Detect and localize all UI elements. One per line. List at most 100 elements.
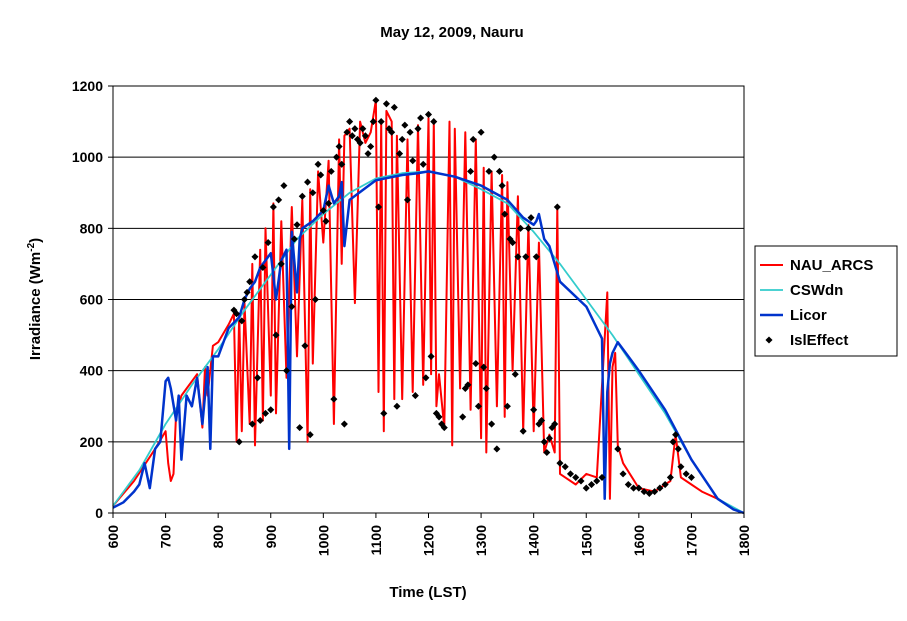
x-tick-label: 600 <box>105 525 121 549</box>
isleffect-point <box>683 470 690 477</box>
y-axis-title-close: ) <box>27 238 44 243</box>
isleffect-point <box>499 182 506 189</box>
isleffect-point <box>520 428 527 435</box>
series-cswdn-line <box>113 171 744 513</box>
series-layer <box>113 97 744 513</box>
series-nau-arcs-line <box>113 100 744 513</box>
x-tick-label: 1400 <box>526 525 542 556</box>
isleffect-point <box>562 463 569 470</box>
isleffect-point <box>493 445 500 452</box>
y-tick-label: 800 <box>80 220 104 236</box>
isleffect-point <box>301 342 308 349</box>
isleffect-point <box>412 392 419 399</box>
legend-label-nau-arcs: NAU_ARCS <box>790 257 873 274</box>
irradiance-chart: May 12, 2009, Nauru 0 200 400 600 800 1000 120… <box>0 0 907 621</box>
isleffect-point <box>525 225 532 232</box>
isleffect-point <box>556 460 563 467</box>
legend-label-cswdn: CSWdn <box>790 282 843 299</box>
x-tick-label: 1300 <box>473 525 489 556</box>
x-tick-label: 1800 <box>736 525 752 556</box>
isleffect-point <box>315 161 322 168</box>
isleffect-point <box>567 470 574 477</box>
isleffect-point <box>530 406 537 413</box>
isleffect-point <box>420 161 427 168</box>
series-licor-line <box>113 171 744 513</box>
isleffect-point <box>496 168 503 175</box>
chart-title: May 12, 2009, Nauru <box>380 24 523 41</box>
x-tick-labels: 600 700 800 900 1000 1100 1200 1300 1400 1500 1600… <box>105 513 752 556</box>
isleffect-point <box>577 477 584 484</box>
isleffect-point <box>270 203 277 210</box>
isleffect-point <box>459 413 466 420</box>
isleffect-point <box>380 410 387 417</box>
isleffect-point <box>583 485 590 492</box>
isleffect-point <box>414 125 421 132</box>
isleffect-point <box>275 196 282 203</box>
isleffect-point <box>336 143 343 150</box>
isleffect-point <box>667 474 674 481</box>
y-tick-label: 200 <box>80 434 104 450</box>
isleffect-point <box>401 122 408 129</box>
isleffect-point <box>491 154 498 161</box>
y-tick-label: 1000 <box>72 149 103 165</box>
isleffect-point <box>488 421 495 428</box>
isleffect-point <box>364 150 371 157</box>
isleffect-point <box>675 445 682 452</box>
isleffect-point <box>312 296 319 303</box>
isleffect-point <box>304 179 311 186</box>
isleffect-point <box>512 371 519 378</box>
isleffect-point <box>588 481 595 488</box>
isleffect-point <box>430 118 437 125</box>
x-tick-label: 900 <box>263 525 279 549</box>
isleffect-point <box>399 136 406 143</box>
isleffect-point <box>372 97 379 104</box>
isleffect-point <box>478 129 485 136</box>
isleffect-point <box>391 104 398 111</box>
x-tick-label: 1600 <box>631 525 647 556</box>
isleffect-point <box>378 118 385 125</box>
isleffect-point <box>254 374 261 381</box>
x-tick-label: 1500 <box>578 525 594 556</box>
y-tick-label: 400 <box>80 363 104 379</box>
isleffect-point <box>383 100 390 107</box>
isleffect-point <box>251 253 258 260</box>
isleffect-point <box>346 118 353 125</box>
y-axis-title: Irradiance (Wm-2) <box>26 238 44 360</box>
x-tick-label: 1200 <box>421 525 437 556</box>
x-tick-label: 800 <box>210 525 226 549</box>
x-tick-label: 1700 <box>683 525 699 556</box>
isleffect-point <box>625 481 632 488</box>
isleffect-point <box>280 182 287 189</box>
isleffect-point <box>322 218 329 225</box>
y-tick-label: 1200 <box>72 78 103 94</box>
isleffect-point <box>688 474 695 481</box>
isleffect-point <box>404 196 411 203</box>
y-axis-title-main: Irradiance (Wm <box>27 252 44 360</box>
y-tick-label: 0 <box>95 505 103 521</box>
isleffect-point <box>417 114 424 121</box>
isleffect-point <box>572 474 579 481</box>
isleffect-point <box>472 360 479 367</box>
x-tick-label: 1100 <box>368 525 384 556</box>
isleffect-point <box>351 125 358 132</box>
isleffect-point <box>299 193 306 200</box>
isleffect-point <box>330 396 337 403</box>
y-tick-label: 600 <box>80 292 104 308</box>
isleffect-point <box>483 385 490 392</box>
x-tick-label: 700 <box>158 525 174 549</box>
isleffect-point <box>367 143 374 150</box>
isleffect-point <box>267 406 274 413</box>
x-axis-title: Time (LST) <box>389 584 466 601</box>
legend: NAU_ARCSCSWdnLicorIslEffect <box>755 246 897 356</box>
isleffect-point <box>620 470 627 477</box>
isleffect-point <box>407 129 414 136</box>
y-tick-labels: 0 200 400 600 800 1000 1200 <box>72 78 113 521</box>
isleffect-point <box>294 221 301 228</box>
isleffect-point <box>425 111 432 118</box>
isleffect-point <box>341 421 348 428</box>
x-tick-label: 1000 <box>315 525 331 556</box>
isleffect-point <box>409 157 416 164</box>
isleffect-point <box>393 403 400 410</box>
isleffect-point <box>593 477 600 484</box>
legend-label-licor: Licor <box>790 307 827 324</box>
